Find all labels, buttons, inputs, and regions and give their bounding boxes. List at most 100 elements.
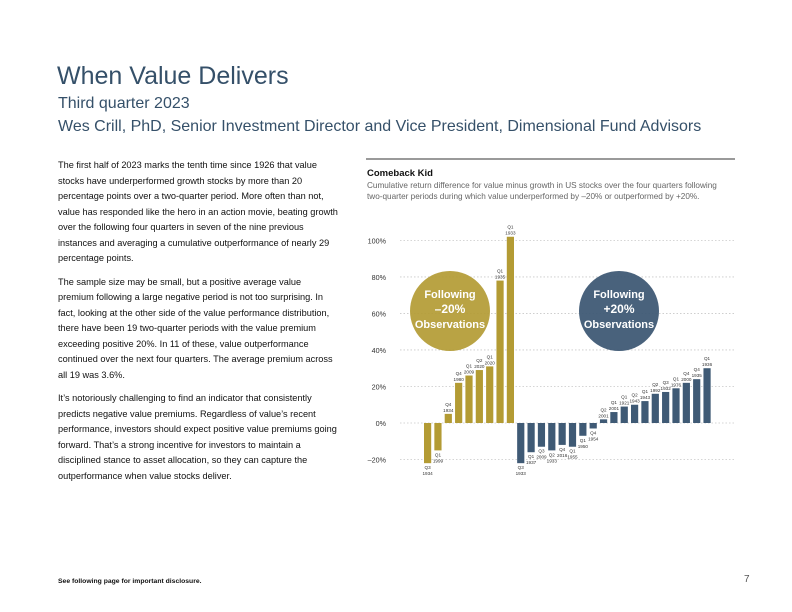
bar-year-label: 1921 xyxy=(619,401,630,406)
bubble-label: –20% xyxy=(435,302,466,316)
bar-quarter-label: Q1 xyxy=(497,269,504,274)
bar-quarter-label: Q4 xyxy=(559,447,566,452)
bar-quarter-label: Q4 xyxy=(683,371,690,376)
bar xyxy=(589,423,597,429)
bar-quarter-label: Q1 xyxy=(704,356,711,361)
y-tick-label: –20% xyxy=(368,456,387,465)
y-tick-label: 100% xyxy=(368,236,387,245)
bar-year-label: 1950 xyxy=(578,444,589,449)
bar-quarter-label: Q1 xyxy=(528,454,535,459)
bar-year-label: 1943 xyxy=(629,399,640,404)
bar-year-label: 2001 xyxy=(598,413,609,418)
bar-quarter-label: Q1 xyxy=(507,225,514,230)
chart-top-rule xyxy=(366,158,735,160)
bar xyxy=(434,423,442,451)
paragraph-2: The sample size may be small, but a posi… xyxy=(58,276,333,380)
bar xyxy=(631,404,639,423)
bar-year-label: 1935 xyxy=(692,373,703,378)
bar xyxy=(599,419,608,423)
page-number: 7 xyxy=(744,574,750,585)
bar xyxy=(465,375,473,423)
bar-year-label: 1992 xyxy=(650,388,661,393)
bar-year-label: 1933 xyxy=(547,458,558,463)
bar xyxy=(444,413,452,423)
bubble-label: Observations xyxy=(415,319,485,331)
bar xyxy=(620,406,628,423)
bar-quarter-label: Q1 xyxy=(642,389,649,394)
bar xyxy=(703,368,711,423)
bar-year-label: 2009 xyxy=(464,370,475,375)
bar xyxy=(496,280,504,423)
bubble-label: Following xyxy=(424,289,475,301)
bar-quarter-label: Q2 xyxy=(652,382,659,387)
bar xyxy=(651,393,659,423)
bar-year-label: 1955 xyxy=(567,455,578,460)
bar-quarter-label: Q1 xyxy=(487,354,494,359)
bar xyxy=(424,423,432,464)
bar xyxy=(506,236,514,423)
bar-year-label: 1999 xyxy=(433,458,444,463)
y-tick-label: 40% xyxy=(372,346,387,355)
bar-quarter-label: Q1 xyxy=(580,438,587,443)
bar-quarter-label: Q1 xyxy=(435,452,442,457)
bar-quarter-label: Q1 xyxy=(611,400,618,405)
bar-quarter-label: Q2 xyxy=(632,393,639,398)
bubble-label: Following xyxy=(593,289,644,301)
bar-year-label: 2016 xyxy=(557,453,568,458)
bar xyxy=(579,423,587,436)
bar xyxy=(610,412,618,423)
bar-quarter-label: Q3 xyxy=(425,465,432,470)
bar-quarter-label: Q2 xyxy=(476,358,483,363)
bubble-label: +20% xyxy=(603,302,634,316)
bar-year-label: 1935 xyxy=(495,275,506,280)
bar xyxy=(548,423,556,451)
bar xyxy=(455,382,463,423)
bar-year-label: 2020 xyxy=(474,364,485,369)
bar-quarter-label: Q3 xyxy=(663,380,670,385)
bar-year-label: 2009 xyxy=(536,455,547,460)
page-subtitle: Third quarter 2023 xyxy=(58,95,190,112)
bar-year-label: 2000 xyxy=(681,377,692,382)
bar-quarter-label: Q4 xyxy=(694,367,701,372)
bar-quarter-label: Q1 xyxy=(466,364,473,369)
y-tick-label: 60% xyxy=(372,309,387,318)
bar xyxy=(475,370,483,423)
bar-year-label: 1934 xyxy=(422,471,433,476)
bar-chart: 100%80%60%40%20%0%–20%Q31934Q11999Q41934… xyxy=(368,225,736,476)
bar-quarter-label: Q3 xyxy=(518,465,525,470)
chart-panel: Comeback Kid Cumulative return differenc… xyxy=(366,158,736,490)
bar xyxy=(682,382,690,423)
bar xyxy=(568,423,577,447)
bar-quarter-label: Q4 xyxy=(445,402,452,407)
bar-year-label: 1943 xyxy=(640,395,651,400)
author-line: Wes Crill, PhD, Senior Investment Direct… xyxy=(58,118,702,135)
bar-year-label: 1933 xyxy=(516,471,527,476)
y-tick-label: 80% xyxy=(372,273,387,282)
bar-year-label: 1932 xyxy=(661,386,672,391)
bar-year-label: 2020 xyxy=(485,360,496,365)
chart-title: Comeback Kid xyxy=(367,168,433,179)
bar xyxy=(672,388,680,423)
y-tick-label: 20% xyxy=(372,382,387,391)
bar-year-label: 2001 xyxy=(609,406,620,411)
bar xyxy=(527,423,535,453)
bar-quarter-label: Q4 xyxy=(590,430,597,435)
bar-quarter-label: Q1 xyxy=(621,395,628,400)
chart-subtitle: Cumulative return difference for value m… xyxy=(367,181,717,201)
bar-year-label: 1954 xyxy=(588,436,599,441)
bar xyxy=(486,366,494,423)
bar-quarter-label: Q1 xyxy=(569,449,576,454)
bubble-plus20 xyxy=(579,271,659,351)
page-title: When Value Delivers xyxy=(57,62,289,90)
y-tick-label: 0% xyxy=(376,419,387,428)
paragraph-3: It’s notoriously challenging to find an … xyxy=(58,393,337,481)
bar-year-label: 1934 xyxy=(443,408,454,413)
bar xyxy=(662,391,670,423)
bar xyxy=(558,423,566,445)
bubble-label: Observations xyxy=(584,319,654,331)
bar xyxy=(537,423,546,447)
bar-year-label: 1937 xyxy=(526,460,537,465)
bubble-minus20 xyxy=(410,271,490,351)
bar xyxy=(641,401,649,423)
bar xyxy=(517,423,525,464)
